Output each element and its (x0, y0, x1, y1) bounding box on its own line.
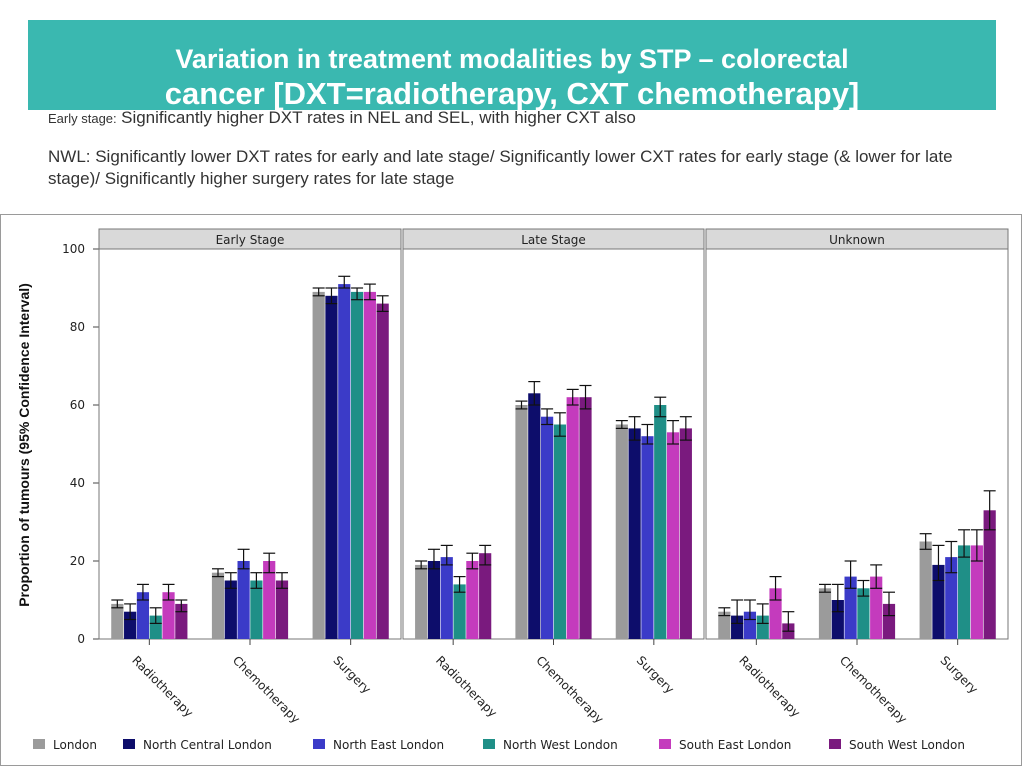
bar (453, 584, 466, 639)
legend-label: North West London (503, 738, 618, 752)
x-tick-label: Radiotherapy (129, 653, 196, 720)
bar (983, 510, 996, 639)
bar-chart: 0 20 40 60 80 100 Proportion of tumours (95% C… (16, 228, 1009, 752)
x-tick-label: Surgery (634, 653, 677, 696)
bar (831, 600, 844, 639)
x-tick-label: Chemotherapy (837, 653, 910, 726)
bar (870, 576, 883, 639)
bar (275, 580, 289, 639)
y-tick-label: 60 (70, 398, 85, 412)
y-tick-label: 0 (77, 632, 85, 646)
legend-swatch (33, 739, 45, 749)
legend-swatch (829, 739, 841, 749)
bar (376, 303, 389, 639)
bar (857, 588, 870, 639)
bar (769, 588, 782, 639)
bar (363, 291, 376, 639)
bar (666, 432, 680, 639)
title-line-1: Variation in treatment modalities by STP… (175, 44, 849, 74)
bar (628, 428, 641, 639)
legend-label: North Central London (143, 738, 272, 752)
legend-label: London (53, 738, 97, 752)
bar (731, 615, 744, 639)
bar (263, 561, 276, 639)
bar (149, 615, 162, 639)
page-title: Variation in treatment modalities by STP… (28, 42, 996, 112)
early-stage-note: Early stage: Significantly higher DXT ra… (48, 108, 636, 128)
bar (427, 561, 441, 639)
panel-strip-label: Unknown (829, 233, 885, 247)
bar (224, 580, 237, 639)
legend-label: South West London (849, 738, 965, 752)
bar (415, 564, 428, 639)
bar (970, 545, 983, 639)
y-tick-label: 80 (70, 320, 85, 334)
bar (919, 541, 932, 639)
y-tick-label: 40 (70, 476, 85, 490)
early-stage-prefix: Early stage: (48, 111, 117, 126)
bar (553, 424, 566, 639)
legend-swatch (483, 739, 495, 749)
y-tick-label: 20 (70, 554, 85, 568)
bar (932, 564, 945, 639)
bar (641, 436, 654, 639)
panel-strip-label: Early Stage (216, 233, 285, 247)
x-tick-label: Chemotherapy (533, 653, 606, 726)
bar (250, 580, 263, 639)
bar (136, 592, 150, 639)
legend-label: South East London (679, 738, 791, 752)
bar (566, 397, 579, 639)
bar (654, 405, 667, 639)
bar (957, 545, 971, 639)
bar (844, 576, 857, 639)
title-banner: Variation in treatment modalities by STP… (28, 20, 996, 112)
title-line-2: cancer [DXT=radiotherapy, CXT chemothera… (164, 76, 860, 111)
legend-swatch (659, 739, 671, 749)
bar (679, 428, 692, 639)
bar (756, 615, 769, 639)
bar (124, 611, 137, 639)
bar (350, 291, 364, 639)
bar (479, 553, 492, 639)
bar (211, 572, 225, 639)
nwl-note: NWL: Significantly lower DXT rates for e… (48, 147, 953, 188)
x-tick-label: Radiotherapy (736, 653, 803, 720)
chart-container: 0 20 40 60 80 100 Proportion of tumours (95% C… (0, 214, 1022, 766)
bar (466, 561, 479, 639)
bar (237, 561, 250, 639)
early-stage-text: Significantly higher DXT rates in NEL an… (121, 108, 636, 127)
x-tick-label: Surgery (331, 653, 374, 696)
bar (111, 603, 124, 639)
bar (541, 416, 554, 639)
bar (440, 557, 453, 639)
bar (175, 603, 188, 639)
bar (615, 424, 628, 639)
bar (882, 603, 896, 639)
bar (162, 592, 175, 639)
bar (579, 397, 592, 639)
legend-label: North East London (333, 738, 444, 752)
bar (312, 291, 325, 639)
bar (945, 557, 958, 639)
legend-swatch (313, 739, 325, 749)
bar (718, 611, 731, 639)
legend-swatch (123, 739, 135, 749)
panel-strip-label: Late Stage (521, 233, 586, 247)
y-tick-label: 100 (62, 242, 85, 256)
bar (325, 295, 338, 639)
x-tick-label: Surgery (938, 653, 981, 696)
bar (515, 405, 528, 639)
x-tick-label: Radiotherapy (433, 653, 500, 720)
bar (338, 284, 351, 639)
bar (818, 588, 832, 639)
bar (528, 393, 541, 639)
x-tick-label: Chemotherapy (230, 653, 303, 726)
y-axis-title: Proportion of tumours (95% Confidence In… (16, 283, 32, 607)
bar (743, 611, 757, 639)
